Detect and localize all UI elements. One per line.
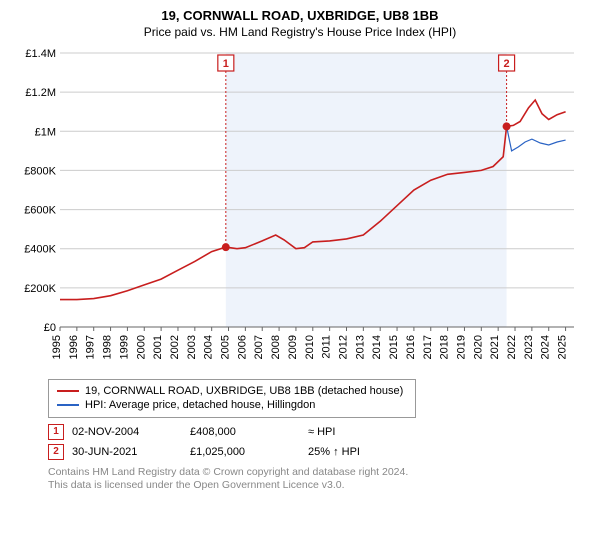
svg-text:1998: 1998 — [102, 335, 114, 359]
legend-label-2: HPI: Average price, detached house, Hill… — [85, 398, 315, 412]
legend-swatch-2 — [57, 404, 79, 406]
disclaimer: Contains HM Land Registry data © Crown c… — [48, 466, 586, 492]
legend-label-1: 19, CORNWALL ROAD, UXBRIDGE, UB8 1BB (de… — [85, 384, 403, 398]
svg-text:2004: 2004 — [203, 335, 215, 359]
sale-date-1: 02-NOV-2004 — [72, 426, 182, 438]
svg-text:£1M: £1M — [35, 126, 56, 138]
svg-text:2010: 2010 — [304, 335, 316, 359]
svg-text:£0: £0 — [44, 322, 56, 334]
legend: 19, CORNWALL ROAD, UXBRIDGE, UB8 1BB (de… — [48, 379, 416, 418]
svg-text:1997: 1997 — [85, 335, 97, 359]
svg-text:2021: 2021 — [489, 335, 501, 359]
svg-text:2003: 2003 — [186, 335, 198, 359]
svg-text:£400K: £400K — [24, 244, 56, 256]
svg-text:2013: 2013 — [354, 335, 366, 359]
svg-text:2011: 2011 — [321, 335, 333, 359]
sale-row-2: 2 30-JUN-2021 £1,025,000 25% ↑ HPI — [48, 444, 586, 460]
svg-text:2018: 2018 — [439, 335, 451, 359]
sale-price-1: £408,000 — [190, 426, 300, 438]
sale-delta-2: 25% ↑ HPI — [308, 446, 360, 458]
svg-text:2008: 2008 — [270, 335, 282, 359]
svg-text:2025: 2025 — [557, 335, 569, 359]
chart-title: 19, CORNWALL ROAD, UXBRIDGE, UB8 1BB — [14, 8, 586, 23]
legend-swatch-1 — [57, 390, 79, 392]
svg-text:2006: 2006 — [236, 335, 248, 359]
svg-text:2012: 2012 — [337, 335, 349, 359]
svg-text:2015: 2015 — [388, 335, 400, 359]
svg-text:1999: 1999 — [118, 335, 130, 359]
sale-date-2: 30-JUN-2021 — [72, 446, 182, 458]
svg-text:£200K: £200K — [24, 283, 56, 295]
svg-text:2022: 2022 — [506, 335, 518, 359]
chart-subtitle: Price paid vs. HM Land Registry's House … — [14, 25, 586, 39]
svg-text:2002: 2002 — [169, 335, 181, 359]
svg-text:2023: 2023 — [523, 335, 535, 359]
svg-text:£1.4M: £1.4M — [25, 48, 56, 60]
svg-text:2016: 2016 — [405, 335, 417, 359]
svg-text:2009: 2009 — [287, 335, 299, 359]
svg-text:1995: 1995 — [51, 335, 63, 359]
svg-text:2005: 2005 — [220, 335, 232, 359]
svg-text:2000: 2000 — [135, 335, 147, 359]
line-chart: £0 £200K £400K £600K £800K £1M £1.2M £1.4M 1995 1… — [14, 45, 584, 375]
svg-text:2014: 2014 — [371, 335, 383, 359]
svg-text:2019: 2019 — [455, 335, 467, 359]
sale-marker-1: 1 — [48, 424, 64, 440]
sale-row-1: 1 02-NOV-2004 £408,000 ≈ HPI — [48, 424, 586, 440]
svg-text:2020: 2020 — [472, 335, 484, 359]
chart-area: £0 £200K £400K £600K £800K £1M £1.2M £1.4M 1995 1… — [14, 45, 586, 375]
svg-text:1: 1 — [223, 58, 229, 70]
svg-text:£800K: £800K — [24, 165, 56, 177]
sale-price-2: £1,025,000 — [190, 446, 300, 458]
sale-marker-2: 2 — [48, 444, 64, 460]
svg-text:£600K: £600K — [24, 205, 56, 217]
svg-text:2007: 2007 — [253, 335, 265, 359]
svg-text:2001: 2001 — [152, 335, 164, 359]
svg-text:£1.2M: £1.2M — [25, 87, 56, 99]
svg-text:2017: 2017 — [422, 335, 434, 359]
svg-text:2024: 2024 — [540, 335, 552, 359]
sale-delta-1: ≈ HPI — [308, 426, 335, 438]
svg-text:1996: 1996 — [68, 335, 80, 359]
svg-text:2: 2 — [504, 58, 510, 70]
